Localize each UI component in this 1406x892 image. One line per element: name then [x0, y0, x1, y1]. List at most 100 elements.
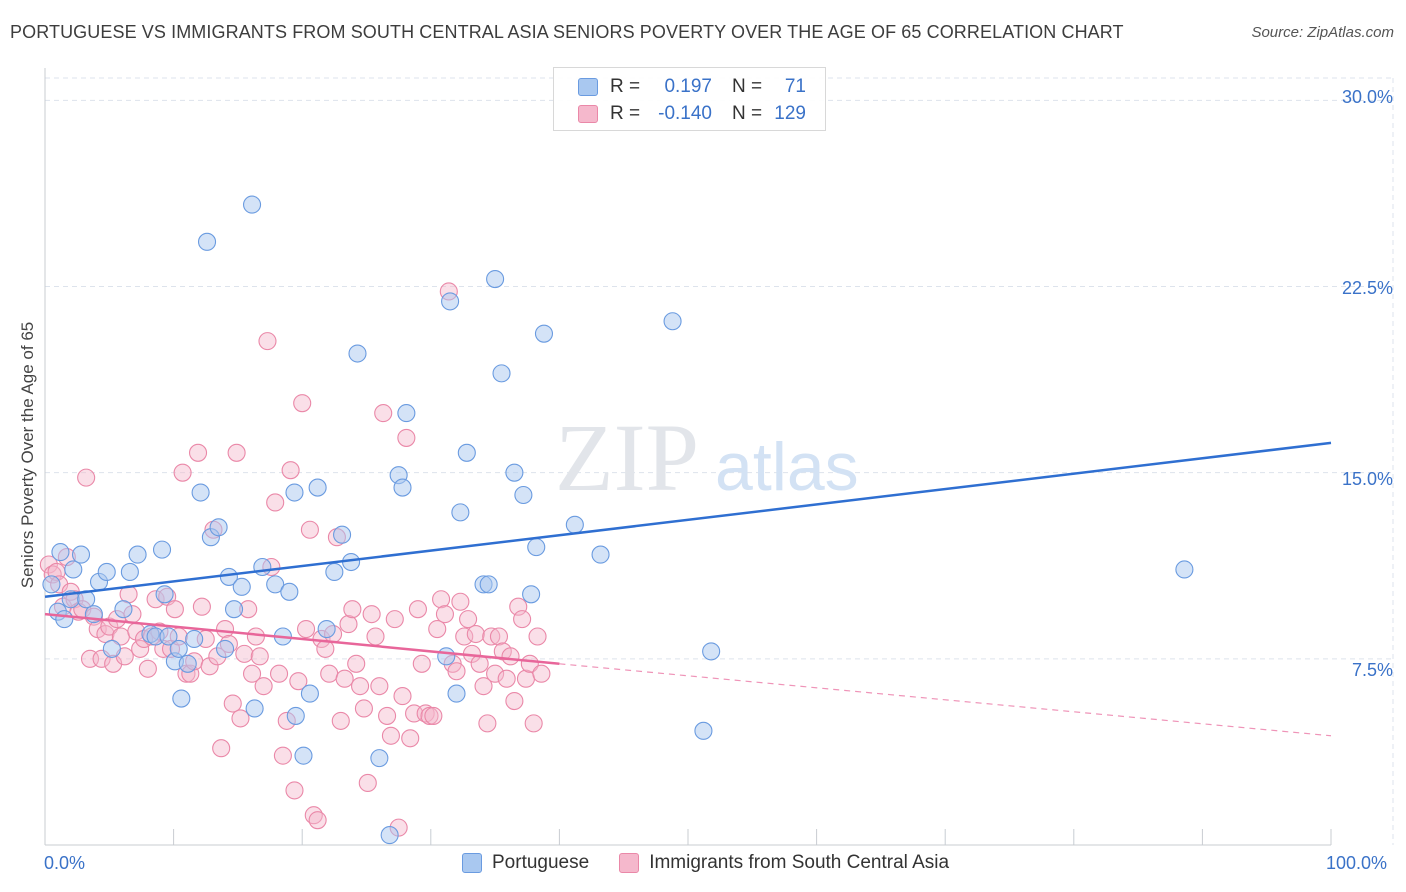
pink-point — [412, 654, 431, 673]
r-value: 0.197 — [664, 76, 712, 97]
blue-point — [224, 600, 244, 619]
blue-point — [232, 577, 251, 596]
pink-point — [165, 600, 184, 619]
legend-label: Portuguese — [492, 852, 590, 873]
pink-point — [192, 597, 211, 616]
pink-point — [524, 714, 543, 733]
blue-point — [308, 478, 327, 497]
blue-point — [185, 629, 204, 649]
pink-point — [408, 600, 427, 619]
pink-point — [370, 677, 389, 696]
pink-point — [455, 627, 474, 646]
pink-point — [138, 659, 157, 678]
x-tick-label-min: 0.0% — [44, 853, 86, 873]
blue-point — [114, 600, 133, 619]
pink-point — [246, 627, 265, 646]
blue-point — [215, 639, 235, 658]
blue-point — [325, 562, 344, 582]
blue-point — [128, 545, 147, 564]
pink-point — [212, 739, 231, 758]
blue-point — [178, 654, 197, 673]
source-label: Source: ZipAtlas.com — [1251, 24, 1394, 41]
pink-point — [401, 729, 420, 748]
pink-point — [466, 624, 485, 644]
n-label: N = — [732, 76, 763, 97]
pink-point — [285, 781, 304, 800]
blue-point — [702, 642, 721, 661]
pink-point — [358, 773, 377, 792]
blue-trend-line — [44, 441, 1332, 599]
blue-point — [591, 545, 610, 564]
pink-point — [258, 332, 277, 351]
blue-point — [505, 463, 524, 482]
blue-point — [348, 344, 367, 363]
pink-point — [347, 654, 366, 673]
pink-point — [293, 394, 312, 413]
blue-point — [447, 684, 466, 703]
blue-point — [514, 485, 533, 505]
pink-point — [486, 664, 505, 683]
blue-point — [1175, 560, 1194, 579]
pink-point — [451, 592, 470, 611]
pink-point — [474, 677, 493, 696]
blue-point — [451, 503, 470, 522]
blue-point — [492, 364, 511, 383]
blue-point — [397, 404, 416, 423]
blue-point — [479, 575, 498, 594]
pink-point — [297, 619, 316, 639]
chart-title: PORTUGUESE VS IMMIGRANTS FROM SOUTH CENT… — [10, 22, 1124, 42]
blue-point — [253, 557, 272, 577]
pink-point — [378, 706, 397, 725]
pink-point — [424, 706, 443, 725]
stats-legend: R = 0.197 N = 71 R = -0.140 N = 129 — [553, 67, 826, 131]
pink-point — [366, 627, 385, 646]
blue-point — [209, 518, 228, 537]
legend-item-portuguese[interactable]: Portuguese — [462, 852, 589, 874]
blue-point — [242, 195, 262, 214]
pink-point — [393, 687, 412, 706]
pink-point — [447, 662, 466, 681]
legend-swatch-pink — [578, 105, 598, 123]
blue-point — [191, 483, 210, 502]
pink-trend-line — [44, 612, 560, 666]
blue-point — [97, 562, 116, 582]
x-tick-label-max: 100.0% — [1326, 853, 1388, 873]
legend-row-immigrants: R = -0.140 N = 129 — [578, 102, 806, 126]
pink-point — [528, 627, 547, 646]
legend-item-immigrants[interactable]: Immigrants from South Central Asia — [619, 852, 949, 874]
watermark-atlas: atlas — [715, 429, 859, 505]
pink-point — [188, 443, 208, 462]
axes — [44, 68, 1332, 846]
pink-point — [489, 627, 509, 646]
blue-point — [333, 525, 352, 544]
blue-point — [663, 312, 682, 331]
pink-point — [432, 590, 451, 609]
pink-point — [331, 711, 350, 730]
pink-point — [173, 463, 192, 482]
pink-point — [200, 657, 219, 676]
pink-point — [532, 664, 551, 683]
r-value: -0.140 — [658, 103, 712, 124]
r-label: R = — [610, 103, 641, 124]
blue-point — [55, 610, 74, 629]
pink-point — [308, 811, 327, 830]
blue-series-points — [42, 195, 1194, 845]
y-tick-label: 15.0% — [1341, 469, 1393, 489]
pink-point — [254, 677, 273, 696]
pink-point — [270, 664, 289, 683]
pink-point — [385, 610, 404, 629]
pink-point — [289, 672, 308, 691]
blue-point — [694, 721, 713, 740]
blue-point — [172, 689, 191, 708]
pink-point — [77, 468, 96, 487]
blue-point — [565, 515, 584, 534]
watermark-zip: ZIP — [555, 404, 699, 511]
pink-point — [320, 664, 339, 683]
pink-point — [497, 669, 516, 688]
pink-point — [513, 610, 532, 629]
pink-point — [300, 520, 319, 539]
blue-point — [486, 270, 505, 289]
pink-point — [339, 615, 358, 634]
blue-point — [317, 619, 336, 639]
blue-point — [441, 292, 460, 311]
